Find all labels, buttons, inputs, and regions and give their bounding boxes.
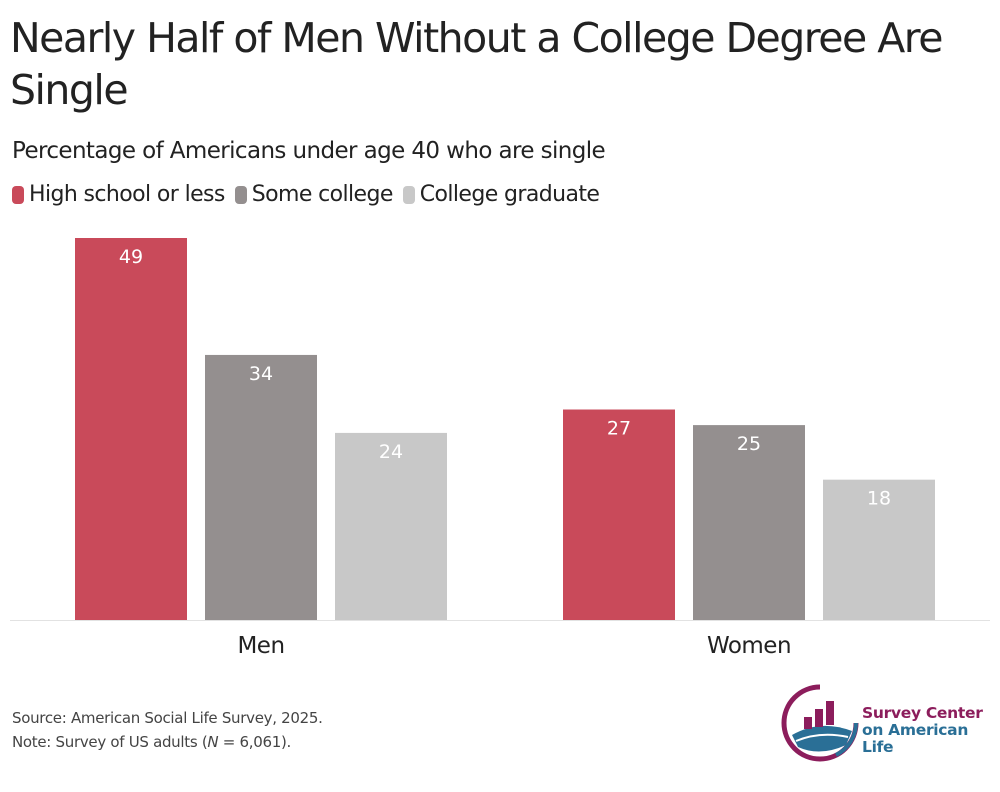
note-n: N: [207, 733, 219, 751]
bar: [693, 425, 805, 620]
note-suffix: = 6,061).: [218, 733, 292, 751]
source-note: Source: American Social Life Survey, 202…: [12, 706, 323, 754]
legend: High school or less Some college College g…: [12, 182, 609, 207]
bar: [563, 409, 675, 620]
bar: [335, 432, 447, 620]
source-text: Source: American Social Life Survey, 202…: [12, 709, 323, 727]
bar-chart: 49 34 24 Men 27 25 18 Women: [10, 238, 990, 659]
data-label: 49: [119, 246, 143, 268]
logo-line2: on American Life: [862, 721, 969, 756]
legend-item: Some college: [234, 182, 394, 207]
note-prefix: Note: Survey of US adults (: [12, 733, 208, 751]
bar: [205, 354, 317, 620]
logo-line1: Survey Center: [862, 704, 983, 722]
category-label: Men: [237, 633, 284, 659]
legend-item: College graduate: [402, 182, 600, 207]
bar: [823, 479, 935, 620]
legend-label: High school or less: [29, 182, 225, 207]
survey-center-logo-icon: [781, 684, 859, 762]
legend-swatch: [12, 185, 24, 204]
note-text: Note: Survey of US adults (N = 6,061).: [12, 730, 323, 754]
data-label: 18: [867, 488, 891, 510]
chart-subtitle: Percentage of Americans under age 40 who…: [12, 138, 606, 164]
legend-label: Some college: [251, 182, 394, 207]
legend-label: College graduate: [419, 182, 600, 207]
data-label: 25: [737, 433, 761, 455]
bar: [75, 238, 187, 620]
legend-swatch: [402, 185, 415, 204]
data-label: 34: [249, 363, 273, 385]
logo-text: Survey Center on American Life: [862, 705, 1000, 756]
chart-title: Nearly Half of Men Without a College Deg…: [10, 14, 943, 114]
data-label: 27: [607, 418, 631, 440]
legend-swatch: [234, 185, 247, 204]
category-label: Women: [707, 633, 791, 659]
legend-item: High school or less: [12, 182, 225, 207]
data-label: 24: [379, 441, 403, 463]
